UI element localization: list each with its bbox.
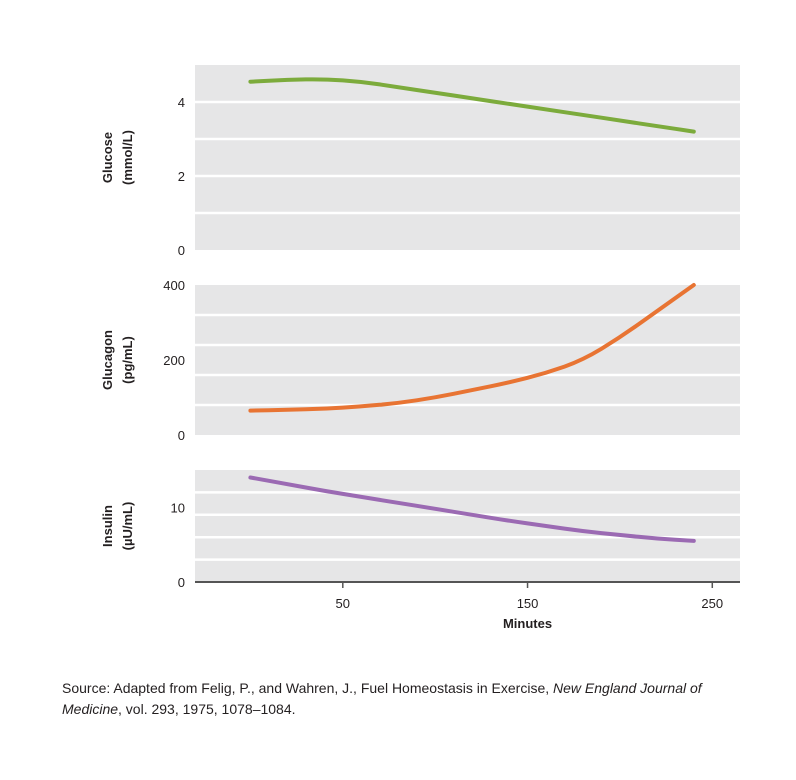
x-tick-label: 50 bbox=[336, 596, 350, 611]
x-axis-label: Minutes bbox=[503, 616, 552, 631]
y-tick-label: 200 bbox=[163, 353, 185, 368]
source-prefix: Source: Adapted from Felig, P., and Wahr… bbox=[62, 680, 554, 696]
series-line bbox=[248, 475, 696, 543]
series-line bbox=[248, 77, 696, 134]
chart-figure: 0 2 4 Glucose (mmol/L) 0 200 400 Glucagon (pg/mL)… bbox=[100, 65, 740, 631]
y-axis-label: Glucagon bbox=[100, 330, 115, 390]
source-journal: New England Journal of Medicine bbox=[62, 680, 702, 717]
series-line bbox=[248, 283, 696, 413]
y-axis-label: Glucose bbox=[100, 132, 115, 183]
y-tick-label: 400 bbox=[163, 278, 185, 293]
y-axis-label: (µU/mL) bbox=[120, 502, 135, 551]
x-tick-label: 150 bbox=[517, 596, 539, 611]
plot-background bbox=[195, 470, 740, 582]
source-citation: Source: Adapted from Felig, P., and Wahr… bbox=[62, 678, 752, 720]
panel-2: 0 10 Insulin (µU/mL) 50 150 250 Minutes bbox=[100, 470, 740, 631]
source-suffix: , vol. 293, 1975, 1078–1084. bbox=[118, 701, 296, 717]
x-tick-label: 250 bbox=[701, 596, 723, 611]
y-axis-label: (mmol/L) bbox=[120, 130, 135, 185]
y-axis-label: (pg/mL) bbox=[120, 336, 135, 384]
plot-background bbox=[195, 65, 740, 250]
y-axis-label: Insulin bbox=[100, 505, 115, 547]
y-tick-label: 0 bbox=[178, 575, 185, 590]
panel-0: 0 2 4 Glucose (mmol/L) bbox=[100, 65, 740, 258]
y-tick-label: 4 bbox=[178, 95, 185, 110]
panel-1: 0 200 400 Glucagon (pg/mL) bbox=[100, 278, 740, 443]
y-tick-label: 0 bbox=[178, 243, 185, 258]
plot-background bbox=[195, 285, 740, 435]
y-tick-label: 2 bbox=[178, 169, 185, 184]
y-tick-label: 10 bbox=[171, 500, 185, 515]
y-tick-label: 0 bbox=[178, 428, 185, 443]
